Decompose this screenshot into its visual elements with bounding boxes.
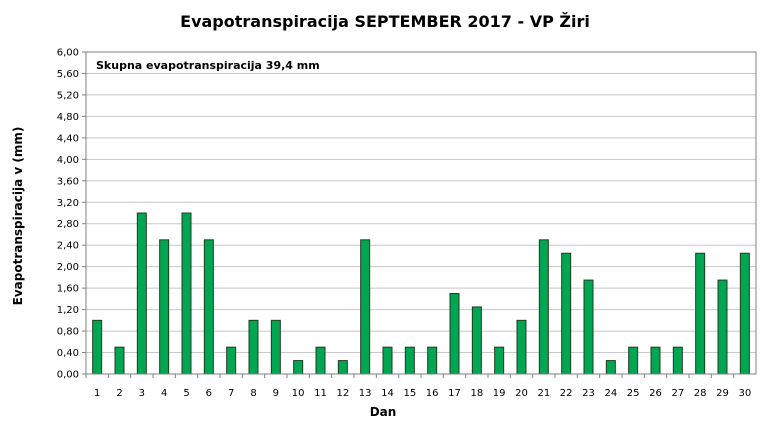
bar-day-12 bbox=[337, 360, 348, 375]
y-tick-label: 0,80 bbox=[57, 327, 79, 338]
gridlines bbox=[86, 51, 756, 354]
bar-day-7 bbox=[226, 346, 237, 375]
y-tick-label: 0,00 bbox=[57, 370, 79, 381]
x-tick-label: 10 bbox=[292, 388, 305, 399]
x-tick-label: 2 bbox=[116, 388, 122, 399]
x-tick-label: 26 bbox=[649, 388, 662, 399]
total-annotation: Skupna evapotranspiracija 39,4 mm bbox=[96, 59, 320, 72]
bar-day-3 bbox=[136, 212, 147, 375]
bar-day-4 bbox=[159, 239, 170, 375]
bar-day-15 bbox=[404, 346, 415, 375]
x-tick-label: 18 bbox=[470, 388, 483, 399]
bar-day-16 bbox=[427, 346, 438, 375]
y-tick-label: 3,20 bbox=[57, 198, 79, 209]
bar-day-13 bbox=[360, 239, 371, 375]
x-tick-label: 19 bbox=[493, 388, 506, 399]
x-tick-label: 15 bbox=[403, 388, 416, 399]
y-tick-label: 3,60 bbox=[57, 176, 79, 187]
x-tick-label: 17 bbox=[448, 388, 461, 399]
bar-day-17 bbox=[449, 293, 460, 375]
y-tick-label: 2,40 bbox=[57, 241, 79, 252]
x-tick-label: 9 bbox=[273, 388, 279, 399]
axes bbox=[82, 51, 757, 378]
x-tick-label: 5 bbox=[183, 388, 189, 399]
x-tick-label: 16 bbox=[426, 388, 439, 399]
x-tick-label: 21 bbox=[537, 388, 550, 399]
bar-day-10 bbox=[293, 360, 304, 375]
bar-day-19 bbox=[494, 346, 505, 375]
bar-day-18 bbox=[471, 306, 482, 375]
bar-day-9 bbox=[270, 319, 281, 375]
y-tick-labels: 0,00 0,40 0,80 1,20 1,60 2,00 2,40 2,80 3,20 3,60… bbox=[57, 48, 79, 381]
x-tick-label: 27 bbox=[671, 388, 684, 399]
x-axis-label: Dan bbox=[370, 405, 397, 419]
x-tick-label: 29 bbox=[716, 388, 729, 399]
x-tick-label: 4 bbox=[161, 388, 167, 399]
y-tick-label: 4,00 bbox=[57, 155, 79, 166]
y-tick-label: 1,20 bbox=[57, 305, 79, 316]
bar-day-27 bbox=[672, 346, 683, 375]
bar-day-24 bbox=[605, 360, 616, 375]
bar-day-25 bbox=[628, 346, 639, 375]
bar-day-30 bbox=[739, 252, 750, 375]
x-tick-label: 22 bbox=[560, 388, 573, 399]
y-tick-label: 6,00 bbox=[57, 48, 79, 59]
y-tick-label: 5,60 bbox=[57, 69, 79, 80]
x-tick-label: 1 bbox=[94, 388, 100, 399]
bar-day-22 bbox=[561, 252, 572, 375]
x-tick-label: 12 bbox=[336, 388, 349, 399]
bars bbox=[92, 212, 750, 375]
y-tick-label: 0,40 bbox=[57, 348, 79, 359]
bar-day-26 bbox=[650, 346, 661, 375]
bar-day-6 bbox=[203, 239, 214, 375]
bar-day-11 bbox=[315, 346, 326, 375]
bar-day-29 bbox=[717, 279, 728, 375]
bar-day-5 bbox=[181, 212, 192, 375]
x-tick-label: 14 bbox=[381, 388, 394, 399]
bar-day-2 bbox=[114, 346, 125, 375]
x-tick-label: 7 bbox=[228, 388, 234, 399]
x-tick-label: 8 bbox=[250, 388, 256, 399]
x-tick-label: 23 bbox=[582, 388, 595, 399]
y-tick-label: 1,60 bbox=[57, 284, 79, 295]
x-tick-label: 11 bbox=[314, 388, 327, 399]
x-tick-label: 20 bbox=[515, 388, 528, 399]
y-tick-label: 4,40 bbox=[57, 133, 79, 144]
x-tick-label: 24 bbox=[604, 388, 617, 399]
x-tick-label: 25 bbox=[627, 388, 640, 399]
y-tick-label: 2,00 bbox=[57, 262, 79, 273]
y-tick-label: 5,20 bbox=[57, 90, 79, 101]
x-tick-label: 3 bbox=[139, 388, 145, 399]
x-tick-label: 30 bbox=[738, 388, 751, 399]
x-tick-label: 28 bbox=[694, 388, 707, 399]
bar-day-28 bbox=[695, 252, 706, 375]
bar-day-20 bbox=[516, 319, 527, 375]
bar-day-21 bbox=[538, 239, 549, 375]
y-tick-label: 2,80 bbox=[57, 219, 79, 230]
y-axis-label: Evapotranspiracija v (mm) bbox=[11, 127, 25, 306]
x-tick-label: 6 bbox=[206, 388, 212, 399]
x-tick-label: 13 bbox=[359, 388, 372, 399]
y-tick-label: 4,80 bbox=[57, 112, 79, 123]
x-tick-labels: 1 2 3 4 5 6 7 8 9 10 11 12 13 14 15 16 17 18 19 20 21 22 23 24 2… bbox=[94, 388, 751, 399]
bar-day-23 bbox=[583, 279, 594, 375]
bar-day-14 bbox=[382, 346, 393, 375]
bar-day-8 bbox=[248, 319, 259, 375]
chart-title: Evapotranspiracija SEPTEMBER 2017 - VP Ž… bbox=[180, 12, 590, 31]
bar-day-1 bbox=[92, 319, 103, 375]
